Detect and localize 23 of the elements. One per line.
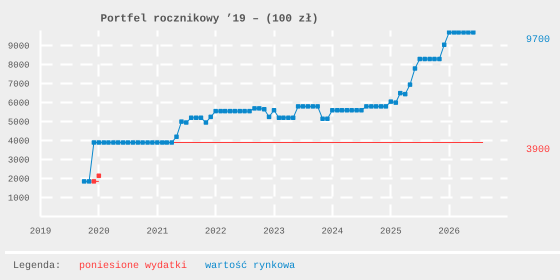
y-tick-label: 2000 — [8, 174, 30, 185]
y-tick-label: 5000 — [8, 118, 30, 128]
text: 9700 — [526, 34, 550, 46]
y-tick-label: 9000 — [8, 42, 30, 52]
x-tick-label: 2022 — [204, 226, 226, 236]
x-tick-label: 2020 — [88, 226, 110, 236]
x-tick-label: 2023 — [263, 226, 285, 236]
text: poniesione wydatki — [79, 261, 188, 272]
y-tick-label: 7000 — [8, 80, 30, 90]
text: wartość rynkowa — [205, 261, 296, 272]
y-tick-label: 4000 — [8, 136, 30, 147]
y-tick-label: 3000 — [8, 156, 30, 166]
x-tick-label: 2024 — [322, 226, 344, 236]
y-tick-label: 1000 — [8, 194, 30, 204]
chart-title: Portfel rocznikowy ’19 – (100 zł) — [100, 12, 318, 26]
x-tick-label: 2026 — [438, 226, 460, 236]
x-tick-label: 2021 — [146, 226, 168, 236]
x-tick-label: 2019 — [30, 226, 52, 236]
legend-title: Legenda: — [13, 261, 62, 272]
text: 3900 — [526, 144, 550, 156]
x-tick-label: 2025 — [380, 226, 402, 236]
y-tick-label: 8000 — [8, 60, 30, 71]
y-tick-label: 6000 — [8, 98, 30, 109]
